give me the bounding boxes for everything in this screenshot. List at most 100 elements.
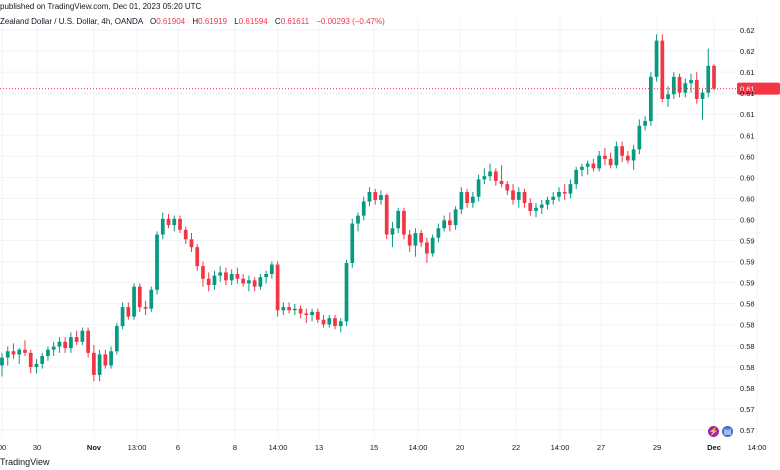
candle bbox=[114, 322, 119, 355]
candle-body bbox=[631, 149, 636, 161]
candle-body bbox=[350, 223, 355, 263]
candle-body bbox=[522, 192, 527, 204]
candle-body bbox=[505, 184, 510, 191]
candle-body bbox=[11, 351, 16, 355]
candle bbox=[327, 315, 332, 328]
candle bbox=[568, 179, 573, 199]
time-tick-label: 8 bbox=[233, 443, 237, 452]
candle bbox=[361, 196, 366, 221]
candle bbox=[155, 231, 159, 295]
candle-body bbox=[356, 215, 360, 224]
low-value: 0.61594 bbox=[238, 17, 268, 26]
candle-body bbox=[252, 280, 257, 287]
candle-body bbox=[689, 80, 693, 84]
chart-grid bbox=[0, 18, 758, 438]
symbol-title[interactable]: Zealand Dollar / U.S. Dollar, 4h, OANDA bbox=[0, 17, 143, 26]
candle bbox=[172, 215, 177, 232]
candle-body bbox=[287, 307, 291, 311]
candle bbox=[137, 283, 142, 312]
candle bbox=[80, 327, 85, 345]
candle-body bbox=[413, 233, 418, 246]
candle bbox=[631, 144, 636, 170]
candle-body bbox=[103, 354, 108, 366]
candle-body bbox=[557, 192, 561, 197]
candle bbox=[534, 203, 538, 218]
candle-body bbox=[132, 286, 136, 317]
candle-body bbox=[488, 171, 492, 177]
candle-body bbox=[321, 319, 326, 325]
price-tick-label: 0.58 bbox=[740, 342, 755, 351]
candle-body bbox=[97, 354, 102, 375]
candle bbox=[218, 266, 223, 282]
candle bbox=[304, 308, 309, 323]
candle bbox=[580, 163, 584, 177]
price-axis[interactable]: 0.620.620.610.610.610.610.600.600.600.60… bbox=[740, 26, 755, 435]
candle-body bbox=[379, 195, 383, 200]
candle bbox=[5, 346, 10, 366]
candle-body bbox=[476, 179, 481, 197]
tradingview-brand[interactable]: TradingView bbox=[0, 457, 50, 467]
candle-body bbox=[292, 308, 297, 311]
candle-body bbox=[114, 326, 119, 352]
time-tick-label: Nov bbox=[87, 443, 102, 452]
flash-event-icon[interactable]: ⚡ bbox=[708, 426, 719, 437]
candle bbox=[545, 196, 550, 210]
candle-body bbox=[224, 272, 228, 281]
candle bbox=[17, 348, 22, 364]
candle-body bbox=[545, 199, 550, 205]
time-axis[interactable]: 00 30 Nov 13:00 6 8 14:00 13 15 14:00 20 22 14:00 27 2… bbox=[0, 443, 766, 452]
candle-body bbox=[46, 349, 50, 356]
time-tick-label: 20 bbox=[456, 443, 464, 452]
close-value: 0.61611 bbox=[280, 17, 310, 26]
candle bbox=[608, 152, 613, 169]
candle-body bbox=[580, 166, 584, 170]
candle-body bbox=[189, 239, 194, 248]
price-tick-label: 0.62 bbox=[740, 47, 755, 56]
price-tick-label: 0.57 bbox=[740, 426, 755, 435]
candle-body bbox=[384, 195, 389, 235]
time-tick-label: 00 bbox=[0, 443, 6, 452]
candle-body bbox=[315, 311, 320, 320]
candle-body bbox=[80, 330, 85, 342]
candle bbox=[350, 218, 355, 268]
candle bbox=[436, 223, 441, 243]
candle bbox=[0, 352, 4, 377]
candle bbox=[396, 207, 401, 233]
candle bbox=[28, 349, 33, 374]
candle-body bbox=[626, 155, 630, 161]
candle bbox=[132, 283, 136, 320]
candle bbox=[63, 337, 68, 353]
candle bbox=[499, 165, 504, 188]
close-label: C bbox=[274, 17, 281, 26]
candle bbox=[46, 346, 50, 361]
price-tick-label: 0.61 bbox=[740, 131, 755, 140]
candle bbox=[310, 308, 314, 322]
candle-body bbox=[63, 341, 68, 349]
candle bbox=[195, 244, 200, 271]
candle-body bbox=[120, 307, 125, 327]
candle bbox=[384, 193, 389, 240]
candle bbox=[34, 359, 39, 374]
candle bbox=[247, 275, 251, 292]
candle-body bbox=[390, 228, 395, 235]
candle bbox=[528, 198, 533, 216]
candle-body bbox=[482, 176, 487, 180]
candle-body bbox=[143, 307, 148, 309]
candle bbox=[648, 72, 653, 126]
candle-body bbox=[660, 40, 665, 99]
candle-body bbox=[166, 218, 171, 226]
price-tick-label: 0.59 bbox=[740, 279, 755, 288]
high-value: 0.61919 bbox=[198, 17, 228, 26]
candle-body bbox=[304, 313, 309, 315]
time-tick-label: Dec bbox=[707, 443, 721, 452]
candle bbox=[275, 261, 280, 317]
time-tick-label: 15 bbox=[370, 443, 378, 452]
us-flag-event-icon[interactable]: ▤ bbox=[722, 426, 733, 437]
candle-body bbox=[534, 207, 538, 211]
candle-body bbox=[608, 158, 613, 166]
candle-body bbox=[465, 192, 469, 204]
candle-body bbox=[160, 218, 165, 235]
candle bbox=[224, 267, 228, 286]
candle-body bbox=[40, 356, 45, 364]
